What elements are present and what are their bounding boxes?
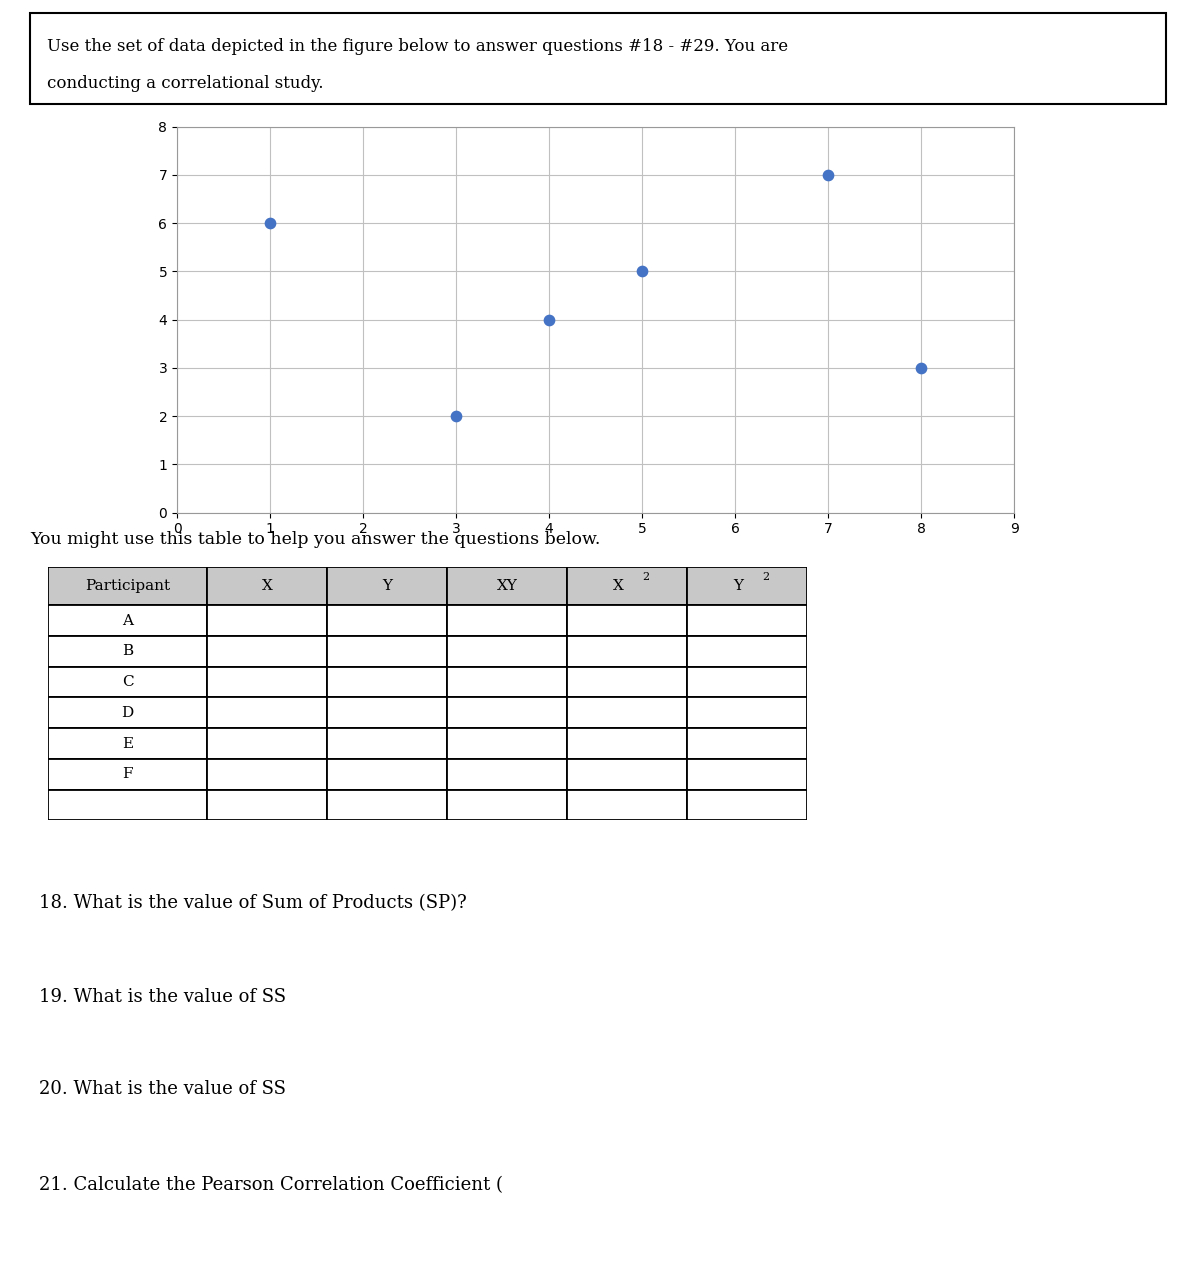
Point xyxy=(539,310,559,330)
Bar xyxy=(567,605,688,636)
Bar xyxy=(207,728,328,758)
Bar xyxy=(567,667,688,698)
Bar xyxy=(688,636,807,667)
Point xyxy=(911,358,930,379)
Bar xyxy=(48,758,207,790)
Point xyxy=(818,165,837,185)
Bar xyxy=(328,567,447,605)
Text: B: B xyxy=(122,644,133,658)
Bar xyxy=(688,667,807,698)
Bar xyxy=(207,605,328,636)
Text: Y: Y xyxy=(733,579,743,594)
Text: D: D xyxy=(122,705,134,720)
Text: X: X xyxy=(612,579,623,594)
Text: 20. What is the value of SS: 20. What is the value of SS xyxy=(39,1080,287,1098)
Bar xyxy=(328,758,447,790)
Bar xyxy=(447,605,567,636)
Bar xyxy=(688,790,807,820)
Bar xyxy=(447,667,567,698)
Bar xyxy=(567,698,688,728)
Bar xyxy=(447,567,567,605)
Text: Y: Y xyxy=(383,579,392,594)
Point xyxy=(446,406,465,427)
Bar xyxy=(688,698,807,728)
Bar xyxy=(328,636,447,667)
Bar xyxy=(328,698,447,728)
Bar xyxy=(207,667,328,698)
Bar xyxy=(48,636,207,667)
Bar xyxy=(688,728,807,758)
Text: Use the set of data depicted in the figure below to answer questions #18 - #29. : Use the set of data depicted in the figu… xyxy=(47,38,788,56)
Point xyxy=(633,261,652,281)
Bar xyxy=(688,758,807,790)
Bar xyxy=(207,698,328,728)
Bar xyxy=(447,636,567,667)
Bar xyxy=(688,605,807,636)
Bar xyxy=(48,790,207,820)
Bar xyxy=(567,636,688,667)
Bar xyxy=(48,667,207,698)
Text: conducting a correlational study.: conducting a correlational study. xyxy=(47,75,323,91)
Bar xyxy=(48,605,207,636)
Bar xyxy=(328,790,447,820)
Bar xyxy=(328,728,447,758)
Bar xyxy=(447,790,567,820)
Bar xyxy=(207,758,328,790)
Text: 21. Calculate the Pearson Correlation Coefficient (: 21. Calculate the Pearson Correlation Co… xyxy=(39,1176,504,1194)
Text: Participant: Participant xyxy=(85,579,170,594)
Bar xyxy=(207,567,328,605)
Text: C: C xyxy=(122,675,134,689)
Bar xyxy=(447,758,567,790)
Bar xyxy=(567,728,688,758)
Text: E: E xyxy=(122,737,133,751)
Text: 2: 2 xyxy=(763,572,770,582)
Text: You might use this table to help you answer the questions below.: You might use this table to help you ans… xyxy=(30,530,600,548)
Text: X: X xyxy=(262,579,273,594)
Bar xyxy=(447,728,567,758)
Bar xyxy=(48,698,207,728)
Bar xyxy=(328,605,447,636)
Bar xyxy=(567,567,688,605)
Bar xyxy=(567,758,688,790)
Bar xyxy=(207,636,328,667)
Text: A: A xyxy=(122,614,133,628)
Bar xyxy=(567,790,688,820)
FancyBboxPatch shape xyxy=(30,13,1166,104)
Bar xyxy=(48,567,207,605)
Text: 18. What is the value of Sum of Products (SP)?: 18. What is the value of Sum of Products… xyxy=(39,895,472,913)
Text: 2: 2 xyxy=(642,572,649,582)
Text: 19. What is the value of SS: 19. What is the value of SS xyxy=(39,989,287,1006)
Bar xyxy=(207,790,328,820)
Text: XY: XY xyxy=(496,579,518,594)
Point xyxy=(261,213,280,233)
Text: F: F xyxy=(122,767,133,781)
Bar xyxy=(48,728,207,758)
Bar xyxy=(688,567,807,605)
Bar xyxy=(447,698,567,728)
Bar xyxy=(328,667,447,698)
